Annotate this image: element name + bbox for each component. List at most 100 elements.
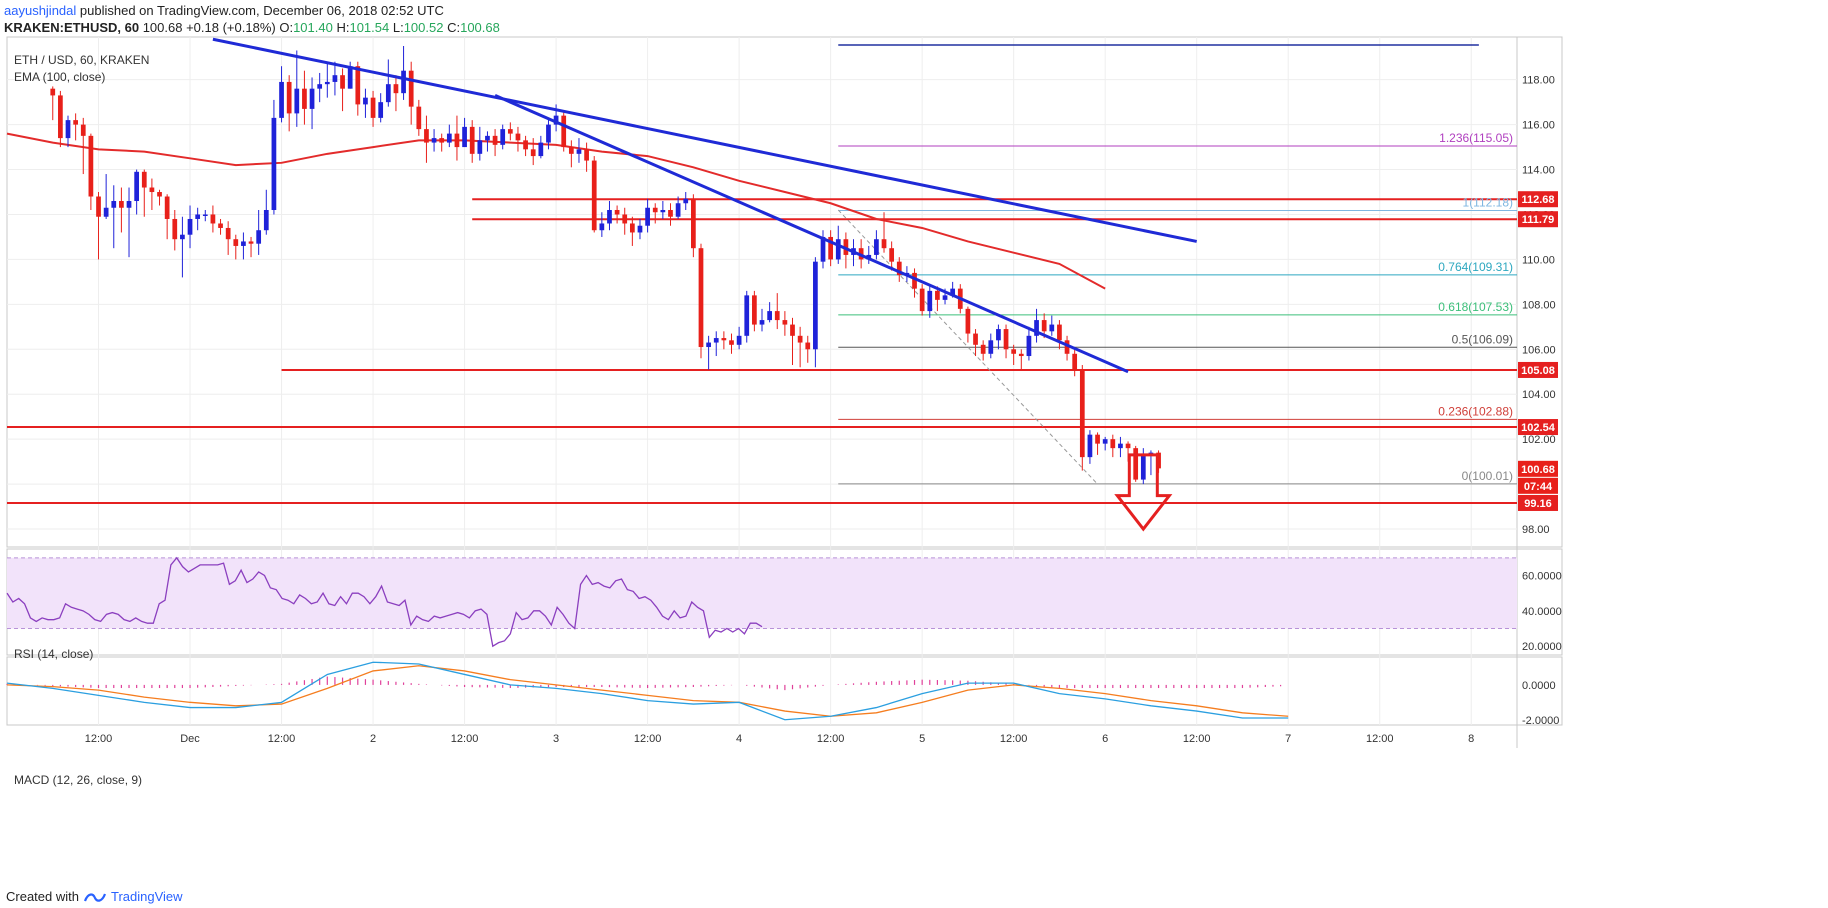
candle-body: [881, 239, 887, 249]
candle-body: [1110, 439, 1116, 449]
candle-body: [500, 129, 506, 145]
price-label-box: [1518, 419, 1558, 436]
candle-body: [721, 338, 727, 341]
candle-body: [1118, 443, 1123, 449]
candle-body: [919, 288, 925, 312]
candle-body: [1095, 434, 1100, 444]
candle-body: [622, 214, 628, 224]
candle-body: [378, 102, 384, 118]
pane-labels: ETH / USD, 60, KRAKEN EMA (100, close) R…: [14, 53, 149, 787]
fibonacci-retracement: 1.236(115.05) 1(112.18) 0.764(109.31) 0.618…: [837, 44, 1517, 485]
candle-body: [1064, 340, 1070, 354]
candle-body: [103, 207, 109, 217]
candle-body: [515, 133, 521, 141]
price-label-text: 100.68: [1521, 464, 1555, 476]
trend-lines: [212, 37, 1197, 532]
candle-body: [1026, 335, 1032, 357]
candle-body: [835, 239, 841, 260]
open-label: O:: [279, 20, 294, 35]
rsi-line: [6, 556, 763, 648]
candle-body: [607, 209, 612, 224]
price-label-text: 99.16: [1524, 498, 1552, 510]
candle-body: [347, 66, 353, 89]
candle-body: [561, 115, 567, 148]
trend-line: [494, 94, 1129, 374]
candle-body: [416, 106, 422, 130]
candle-body: [1003, 329, 1009, 350]
axes: 98.00100.00102.00104.00106.00108.00110.0…: [85, 75, 1558, 745]
candle-body: [141, 171, 147, 188]
publish-line: aayushjindal published on TradingView.co…: [4, 2, 500, 19]
candle-body: [1140, 454, 1146, 480]
rsi-band: [7, 557, 1517, 629]
time-tick-label: 8: [1468, 733, 1474, 745]
candle-body: [584, 149, 589, 161]
candle-body: [88, 135, 94, 197]
candle-body: [546, 124, 551, 143]
candle-body: [309, 88, 315, 109]
candle-body: [485, 135, 490, 141]
macd-tick-label: 0.0000: [1522, 680, 1556, 692]
candle-body: [980, 344, 986, 354]
candle-body: [408, 70, 414, 107]
candle-body: [973, 333, 978, 345]
candle-body: [645, 207, 650, 226]
candle-body: [507, 129, 513, 134]
candle-body: [454, 133, 460, 148]
open-value: 101.40: [293, 20, 333, 35]
candle-body: [690, 198, 696, 249]
candle-body: [874, 239, 879, 255]
time-tick-label: 6: [1102, 733, 1108, 745]
candle-body: [553, 115, 559, 125]
tradingview-link[interactable]: TradingView: [110, 889, 183, 904]
candle-body: [912, 272, 917, 289]
candle-body: [599, 223, 605, 231]
candle-body: [820, 236, 826, 262]
candle-body: [210, 214, 216, 224]
time-tick-label: 5: [919, 733, 925, 745]
candle-body: [332, 75, 338, 82]
candle-body: [164, 196, 170, 219]
price-label-box: [1518, 460, 1558, 477]
price-tick-label: 114.00: [1522, 165, 1555, 177]
candle-body: [706, 342, 711, 348]
candle-body: [233, 239, 239, 246]
price-tick-label: 116.00: [1522, 120, 1555, 132]
candle-body: [218, 223, 223, 228]
price-tick-label: 118.00: [1522, 75, 1555, 87]
high-label: H:: [336, 20, 350, 35]
low-value: 100.52: [403, 20, 444, 35]
time-tick-label: 12:00: [1183, 733, 1211, 745]
candle-body: [225, 227, 231, 240]
candle-body: [157, 192, 162, 197]
main-pane-frame: [6, 36, 1563, 548]
candle-body: [294, 88, 300, 114]
close-label: C:: [447, 20, 461, 35]
candle-body: [713, 338, 719, 343]
candle-body: [431, 138, 437, 143]
author-link[interactable]: aayushjindal: [4, 3, 77, 18]
time-tick-label: 12:00: [817, 733, 845, 745]
fib-level-label: 0.618(107.53): [1438, 300, 1513, 314]
tradingview-logo-icon: [83, 893, 107, 902]
countdown-box: [1518, 477, 1558, 494]
candle-body: [439, 138, 445, 143]
candle-body: [126, 201, 132, 208]
candle-body: [424, 129, 429, 143]
candle-body: [576, 149, 582, 154]
candle-body: [279, 81, 284, 118]
candle-body: [782, 320, 788, 325]
candle-body: [1079, 369, 1085, 458]
candle-body: [363, 97, 368, 105]
candle-body: [180, 234, 185, 240]
candle-body: [1072, 353, 1078, 370]
price-label-box: [1518, 211, 1558, 228]
macd-tick-label: -2.0000: [1522, 715, 1559, 727]
candle-body: [942, 295, 948, 300]
candle-body: [614, 209, 620, 215]
candle-body: [744, 295, 750, 336]
rsi-label: RSI (14, close): [14, 647, 93, 661]
candle-body: [950, 288, 956, 296]
candle-body: [248, 241, 254, 244]
